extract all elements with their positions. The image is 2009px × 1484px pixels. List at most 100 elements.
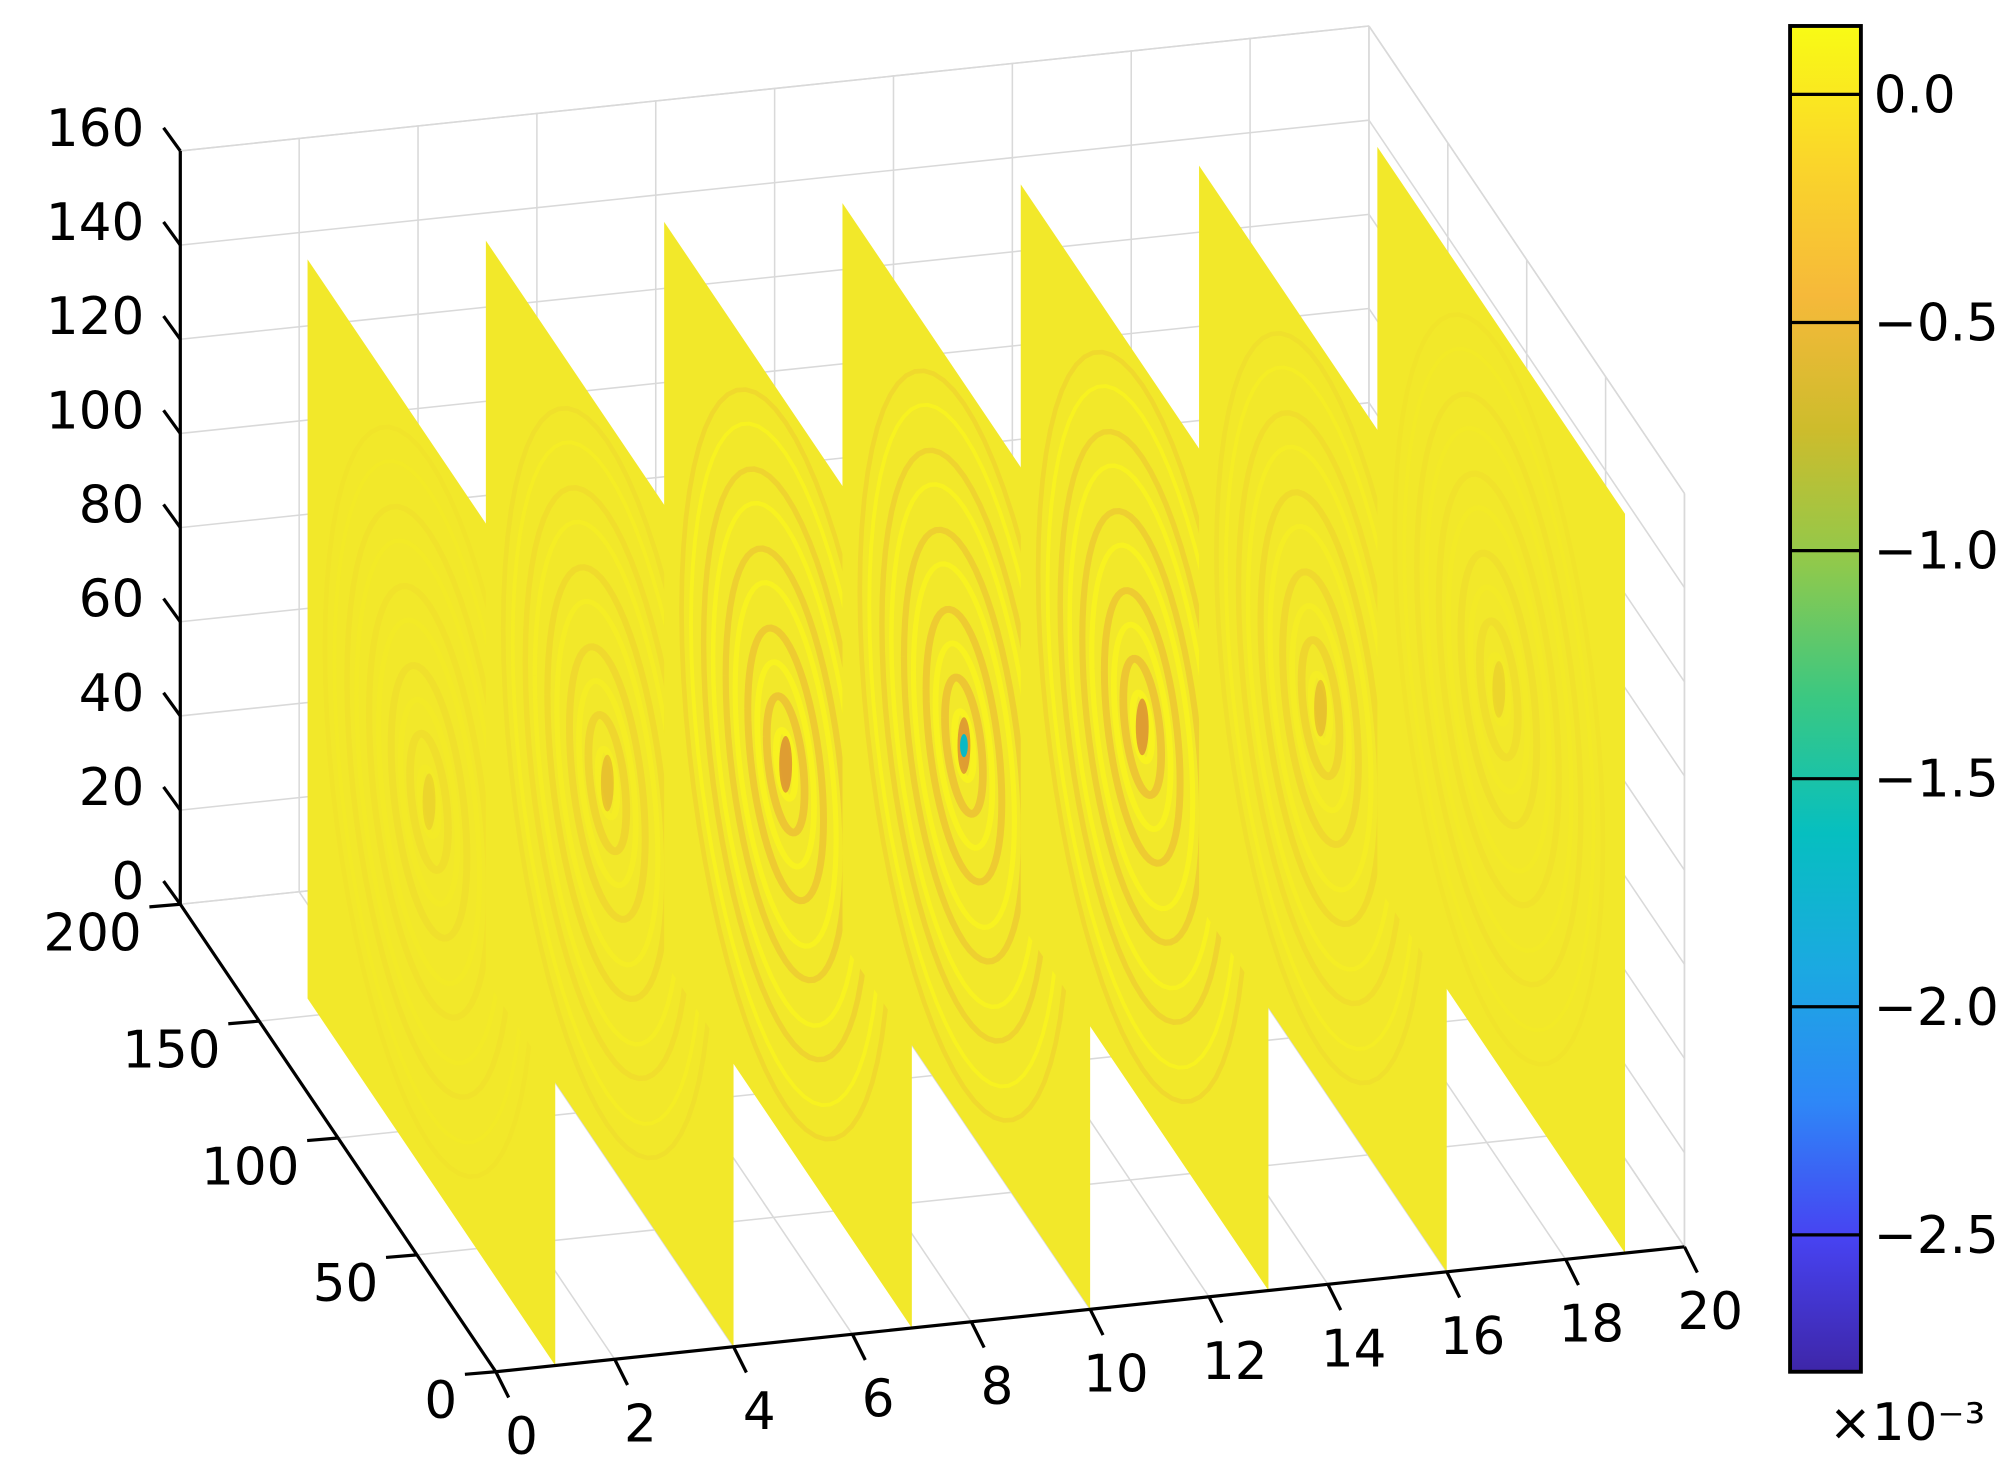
x-tick [613,1358,629,1386]
colorbar-tick-label: −2.5 [1874,1206,1999,1266]
x-tick [732,1346,748,1374]
x-tick-label: 18 [1559,1295,1625,1355]
contour-ring-bright [1110,621,1174,833]
x-tick-label: 16 [1440,1307,1506,1367]
z-tick [162,315,182,341]
z-tick [162,503,182,529]
contour-ring-bright [1402,346,1596,1033]
x-tick-label: 6 [862,1370,895,1430]
slices [307,146,1626,1366]
y-tick [464,1370,496,1376]
slice-center-min [960,734,968,758]
contour-ring [941,673,987,818]
colorbar-multiplier: ×10⁻³ [1829,1393,1986,1453]
y-tick-label: 0 [424,1371,457,1431]
slice-center [600,754,614,812]
z-tick-label: 100 [46,381,144,441]
z-tick [162,691,182,717]
y-tick-label: 100 [201,1137,299,1197]
x-tick [1326,1283,1343,1311]
y-tick [228,1019,260,1026]
y-tick-label: 150 [122,1020,220,1080]
slice-center [422,773,436,831]
contour-ring-bright [1486,652,1512,727]
z-tick-label: 160 [46,99,144,159]
x-tick-label: 10 [1083,1345,1149,1405]
slice-plane [1377,146,1626,1254]
contour-ring [1457,549,1541,830]
x-tick-label: 8 [981,1357,1014,1417]
x-tick [494,1371,511,1399]
contour-ring-bright [416,764,442,840]
contour-ring-bright [1089,542,1196,912]
slice-center [1314,679,1327,737]
x-tick [1564,1258,1580,1286]
contour-ring [762,692,809,837]
contour-ring [1119,654,1166,799]
y-tick-label: 50 [313,1254,379,1314]
z-tick-label: 40 [79,664,145,724]
z-tick-label: 0 [111,852,144,912]
contour-ring-bright [554,598,661,968]
z-tick-label: 80 [79,475,145,535]
slice-center [779,736,793,793]
y-tick [385,1253,418,1260]
slice-19 [1377,146,1626,1254]
contour-ring [406,729,452,874]
y-tick [307,1136,339,1143]
gridline-z [180,213,1370,341]
x-axis-line [495,1245,1685,1374]
x-tick [1207,1296,1224,1324]
slice-center [1135,698,1149,756]
x-tick [1445,1271,1462,1299]
x-tick-label: 0 [505,1407,538,1467]
x-tick-label: 20 [1677,1282,1743,1342]
contour-ring-bright [1307,670,1334,746]
contour-ring-bright [1129,689,1155,765]
colorbar-tick-label: −1.5 [1874,750,1999,810]
contour-ring-bright [1467,584,1531,795]
contour-ring-bright [932,640,996,851]
x-tick-label: 14 [1321,1320,1387,1380]
colorbar: 0.0 −0.5 −1.0 −1.5 −2.0 −2.5 [1788,24,1999,1374]
contour-ring-bright [375,617,483,987]
contour-ring [1297,636,1344,781]
contour-ring [744,624,827,905]
z-tick-label: 140 [46,193,144,253]
z-tick [162,880,182,906]
z-tick-label: 20 [79,758,145,818]
contour-ring [1414,391,1584,988]
contour-ring [565,643,649,923]
z-tick [162,409,182,435]
contour-ring-bright [1289,602,1352,814]
contour-ring-bright [951,708,977,783]
contour-ring-bright [910,561,1017,930]
contour-ring-bright [732,580,839,949]
x-tick-label: 4 [743,1382,776,1442]
contour-ring [387,662,471,942]
y-tick-label: 200 [43,904,141,964]
colorbar-gradient [1788,24,1863,1374]
gridline-z [180,119,1370,246]
contour-ring-bright [594,745,621,821]
z-tick [162,220,182,247]
contour-ring-bright [1267,523,1374,893]
contour-ring-bright [397,696,461,908]
contour-ring [1435,470,1562,909]
z-tick [162,785,182,812]
x-tick [850,1333,867,1361]
contour-ring [1392,312,1606,1067]
contour-ring [584,711,631,856]
y-axis-line [178,903,498,1373]
z-tick-label: 120 [46,287,144,347]
colorbar-tick-label: −2.0 [1874,978,1999,1038]
box-edge [1368,25,1686,494]
x-tick [969,1321,986,1349]
z-tick-label: 60 [79,570,145,630]
x-tick [1088,1308,1105,1336]
contour-ring [1476,617,1522,762]
y-tick [149,902,181,909]
x-tick-label: 2 [624,1395,657,1455]
